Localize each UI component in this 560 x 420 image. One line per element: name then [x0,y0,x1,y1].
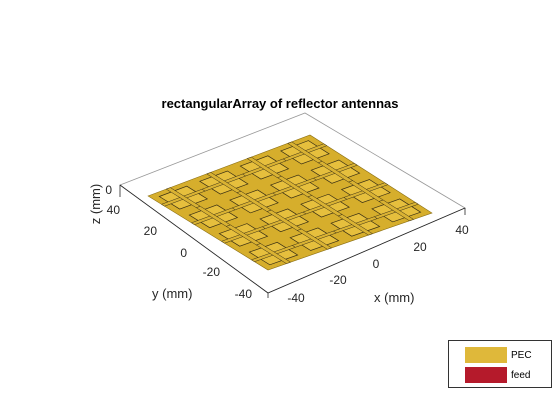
axes-box [119,112,466,298]
x-ticks: -40 -20 0 20 40 [287,223,469,305]
legend-swatch-pec [465,347,507,363]
x-tick-label: 40 [455,223,469,237]
legend-label-feed: feed [511,369,531,381]
y-axis-label: y (mm) [152,286,192,301]
patch-elements [158,140,422,266]
y-tick-label: 0 [180,246,187,260]
feed-strip [378,199,415,222]
x-tick-label: -20 [329,273,347,287]
ground-plane [147,134,433,271]
x-axis-label: x (mm) [374,290,414,305]
legend: PEC feed [448,340,552,388]
legend-swatch-feed [465,367,507,383]
x-tick-label: 0 [373,257,380,271]
z-axis-label: z (mm) [88,184,103,224]
z-tick-label: 0 [105,183,112,197]
feed-strip [296,228,333,250]
y-tick-label: 40 [107,203,121,217]
feed-strip [255,243,292,264]
x-tick-label: -40 [287,291,305,305]
feed-strip [337,214,374,236]
y-tick-label: -40 [235,287,253,301]
z-ticks: 0 [105,183,112,197]
x-tick-label: 20 [413,240,427,254]
y-ticks: 40 20 0 -20 -40 [107,203,253,301]
legend-item-feed: feed [465,366,530,384]
legend-item-pec: PEC [465,346,532,364]
legend-label-pec: PEC [511,349,532,361]
plot-title: rectangularArray of reflector antennas [161,96,399,111]
y-tick-label: -20 [203,265,221,279]
y-tick-label: 20 [144,224,158,238]
